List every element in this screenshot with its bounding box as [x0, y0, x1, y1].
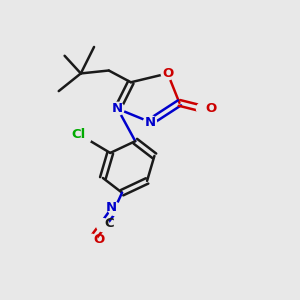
Text: O: O [162, 67, 173, 80]
Text: O: O [94, 233, 105, 246]
Circle shape [143, 116, 157, 128]
Text: O: O [206, 102, 217, 115]
Text: N: N [112, 102, 123, 115]
Text: Cl: Cl [72, 128, 86, 141]
Circle shape [196, 102, 209, 115]
Circle shape [85, 234, 98, 247]
Circle shape [111, 102, 124, 115]
Text: N: N [106, 201, 117, 214]
Circle shape [108, 202, 121, 215]
Circle shape [161, 67, 174, 80]
Circle shape [96, 219, 110, 232]
Text: C: C [104, 217, 114, 230]
Text: N: N [144, 116, 156, 128]
Circle shape [78, 131, 91, 144]
